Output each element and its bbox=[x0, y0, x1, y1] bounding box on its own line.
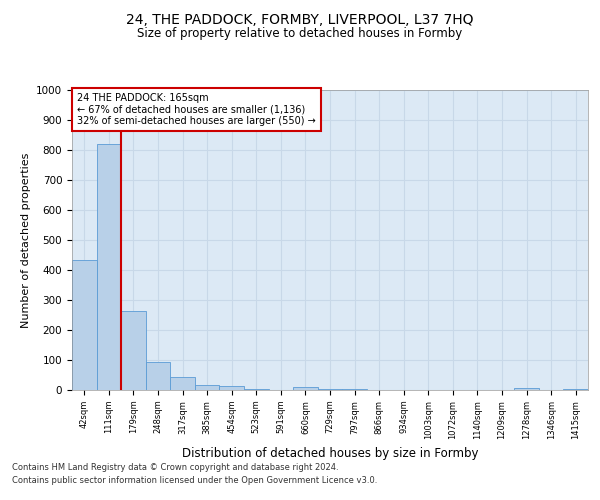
Text: Contains public sector information licensed under the Open Government Licence v3: Contains public sector information licen… bbox=[12, 476, 377, 485]
Bar bbox=[97, 144, 121, 390]
Bar bbox=[514, 388, 539, 390]
Text: 24 THE PADDOCK: 165sqm
← 67% of detached houses are smaller (1,136)
32% of semi-: 24 THE PADDOCK: 165sqm ← 67% of detached… bbox=[77, 93, 316, 126]
Bar bbox=[318, 388, 342, 390]
Bar bbox=[244, 388, 269, 390]
Text: 24, THE PADDOCK, FORMBY, LIVERPOOL, L37 7HQ: 24, THE PADDOCK, FORMBY, LIVERPOOL, L37 … bbox=[126, 12, 474, 26]
Bar bbox=[220, 386, 244, 390]
Text: Size of property relative to detached houses in Formby: Size of property relative to detached ho… bbox=[137, 28, 463, 40]
X-axis label: Distribution of detached houses by size in Formby: Distribution of detached houses by size … bbox=[182, 447, 478, 460]
Y-axis label: Number of detached properties: Number of detached properties bbox=[20, 152, 31, 328]
Bar bbox=[170, 377, 195, 390]
Bar bbox=[121, 310, 146, 390]
Bar bbox=[293, 387, 318, 390]
Bar bbox=[195, 384, 220, 390]
Text: Contains HM Land Registry data © Crown copyright and database right 2024.: Contains HM Land Registry data © Crown c… bbox=[12, 464, 338, 472]
Bar bbox=[146, 362, 170, 390]
Bar bbox=[72, 260, 97, 390]
Bar bbox=[563, 388, 588, 390]
